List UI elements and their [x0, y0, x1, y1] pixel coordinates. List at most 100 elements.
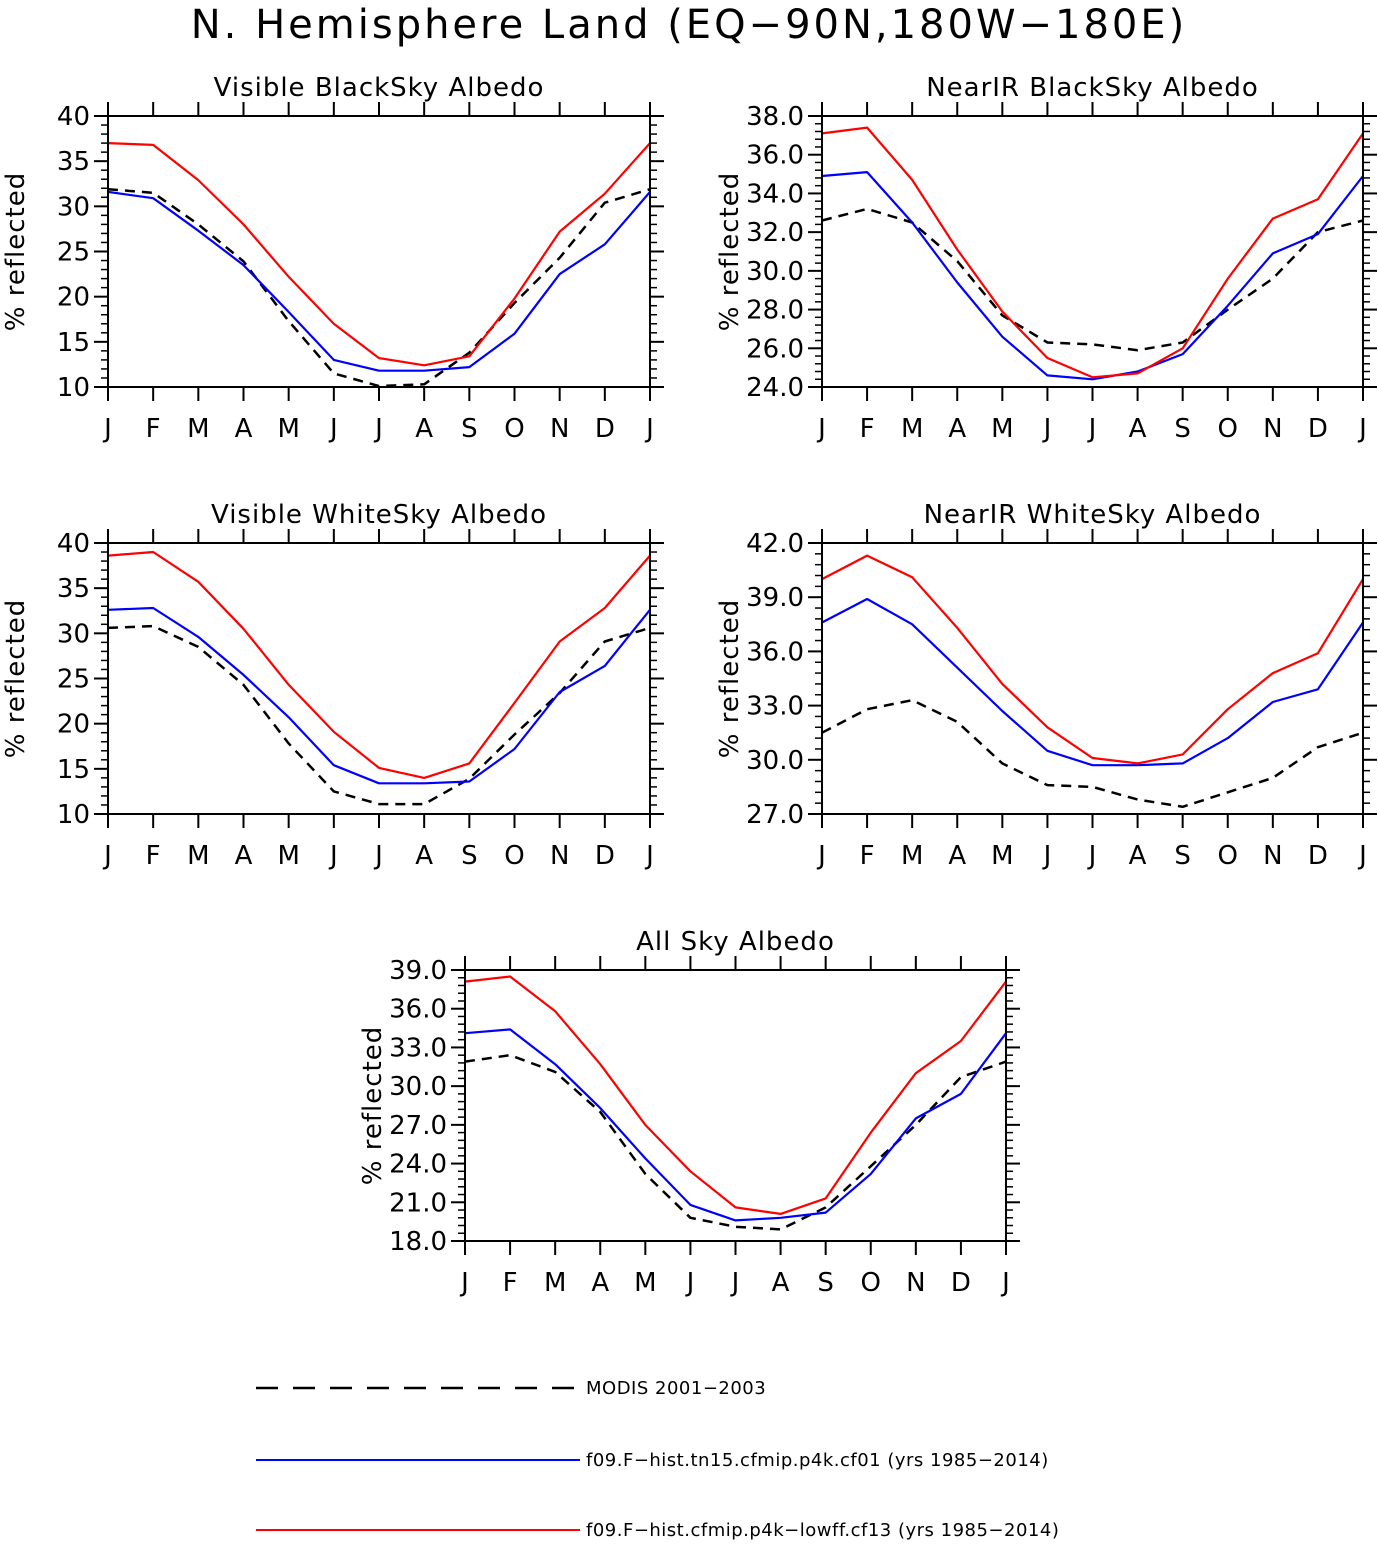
series-line-modis — [821, 207, 1364, 352]
series-line-cf13 — [821, 126, 1364, 379]
x-tick-label: O — [861, 1268, 881, 1298]
x-tick-label: J — [328, 414, 338, 444]
x-tick-label: S — [1174, 841, 1191, 871]
x-tick-label: J — [1357, 414, 1367, 444]
x-tick-label: S — [817, 1268, 834, 1298]
y-axis-label: % reflected — [1, 172, 31, 331]
series-line-modis — [107, 187, 651, 388]
y-tick-label: 39.0 — [746, 583, 804, 613]
x-tick-label: S — [461, 841, 478, 871]
x-tick-label: J — [816, 414, 826, 444]
x-tick-label: J — [102, 841, 112, 871]
x-tick-label: A — [415, 841, 433, 871]
y-tick-label: 10 — [57, 373, 90, 403]
series-line-modis — [464, 1053, 1007, 1231]
y-tick-label: 24.0 — [389, 1150, 447, 1180]
x-tick-label: D — [951, 1268, 971, 1298]
y-tick-label: 42.0 — [746, 529, 804, 559]
plot-frame — [464, 969, 1007, 1242]
y-tick-label: 20 — [57, 283, 90, 313]
x-tick-label: F — [146, 841, 161, 871]
x-tick-label: A — [235, 841, 253, 871]
y-tick-label: 35 — [57, 574, 90, 604]
legend-label-cf01: f09.F−hist.tn15.cfmip.p4k.cf01 (yrs 1985… — [586, 1450, 1049, 1471]
x-tick-label: J — [459, 1268, 469, 1298]
x-tick-label: M — [901, 841, 923, 871]
x-tick-label: A — [591, 1268, 609, 1298]
x-tick-label: M — [991, 841, 1013, 871]
y-axis-label: % reflected — [358, 1026, 388, 1185]
x-tick-label: N — [1263, 841, 1282, 871]
y-tick-label: 30.0 — [746, 257, 804, 287]
y-axis-label: % reflected — [1, 599, 31, 758]
x-tick-label: D — [595, 841, 615, 871]
y-tick-label: 36.0 — [389, 995, 447, 1025]
x-tick-label: M — [901, 414, 923, 444]
y-tick-label: 30.0 — [389, 1072, 447, 1102]
x-tick-label: J — [1000, 1268, 1010, 1298]
y-tick-label: 15 — [57, 328, 90, 358]
x-tick-label: J — [1087, 414, 1097, 444]
x-tick-label: N — [550, 841, 569, 871]
x-tick-label: A — [415, 414, 433, 444]
y-tick-label: 27.0 — [389, 1111, 447, 1141]
x-tick-label: O — [1218, 841, 1238, 871]
x-tick-label: N — [1263, 414, 1282, 444]
x-tick-label: A — [948, 414, 966, 444]
x-tick-label: F — [860, 841, 875, 871]
y-tick-label: 20 — [57, 710, 90, 740]
y-tick-label: 27.0 — [746, 800, 804, 830]
x-tick-label: J — [644, 841, 654, 871]
x-tick-label: F — [503, 1268, 518, 1298]
y-tick-label: 38.0 — [746, 102, 804, 132]
series-line-cf13 — [107, 550, 651, 780]
x-tick-label: M — [634, 1268, 656, 1298]
y-tick-label: 30 — [57, 619, 90, 649]
y-tick-label: 15 — [57, 755, 90, 785]
legend-label-cf13: f09.F−hist.cfmip.p4k−lowff.cf13 (yrs 198… — [586, 1520, 1059, 1541]
x-tick-label: J — [328, 841, 338, 871]
x-tick-label: S — [1174, 414, 1191, 444]
series-line-cf01 — [464, 1028, 1007, 1222]
x-tick-label: J — [373, 414, 383, 444]
y-tick-label: 39.0 — [389, 956, 447, 986]
x-tick-label: J — [644, 414, 654, 444]
y-tick-label: 24.0 — [746, 373, 804, 403]
x-tick-label: A — [772, 1268, 790, 1298]
x-tick-label: M — [991, 414, 1013, 444]
x-tick-label: D — [1308, 841, 1328, 871]
y-tick-label: 33.0 — [389, 1033, 447, 1063]
plot-frame — [821, 542, 1364, 815]
panel-title: NearIR WhiteSky Albedo — [924, 500, 1262, 530]
series-line-cf01 — [821, 597, 1364, 767]
y-tick-label: 25 — [57, 665, 90, 695]
x-tick-label: M — [277, 414, 299, 444]
panel-title: Visible BlackSky Albedo — [214, 73, 545, 103]
y-tick-label: 18.0 — [389, 1227, 447, 1257]
x-tick-label: O — [504, 414, 524, 444]
x-tick-label: A — [948, 841, 966, 871]
x-tick-label: D — [1308, 414, 1328, 444]
y-tick-label: 30 — [57, 192, 90, 222]
y-tick-label: 30.0 — [746, 746, 804, 776]
plot-frame — [821, 115, 1364, 388]
x-tick-label: O — [504, 841, 524, 871]
series-line-cf13 — [464, 975, 1007, 1216]
y-tick-label: 33.0 — [746, 692, 804, 722]
x-tick-label: J — [816, 841, 826, 871]
y-tick-label: 10 — [57, 800, 90, 830]
y-tick-label: 35 — [57, 147, 90, 177]
y-tick-label: 40 — [57, 529, 90, 559]
x-tick-label: A — [1129, 414, 1147, 444]
x-tick-label: M — [544, 1268, 566, 1298]
y-tick-label: 25 — [57, 238, 90, 268]
x-tick-label: J — [730, 1268, 740, 1298]
legend: MODIS 2001−2003 f09.F−hist.tn15.cfmip.p4… — [256, 1378, 1059, 1541]
x-tick-label: J — [1087, 841, 1097, 871]
x-tick-label: A — [235, 414, 253, 444]
y-axis-label: % reflected — [715, 599, 745, 758]
